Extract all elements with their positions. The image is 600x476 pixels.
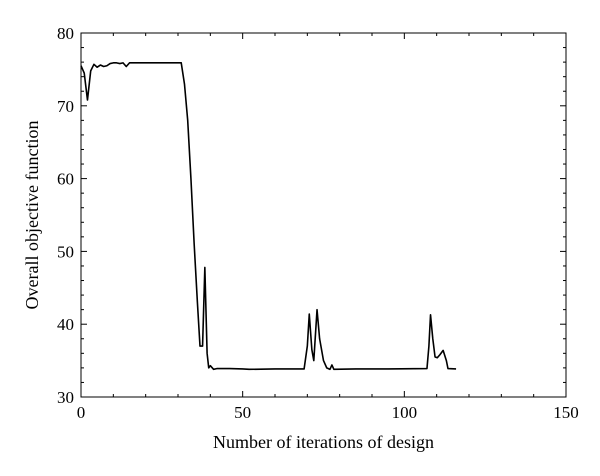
y-tick-label: 50 (57, 242, 74, 261)
x-axis-label: Number of iterations of design (213, 432, 434, 452)
y-tick-label: 80 (57, 24, 74, 43)
y-axis-label: Overall objective function (22, 121, 42, 310)
x-tick-label: 50 (234, 403, 251, 422)
plot-frame (80, 32, 567, 398)
y-tick-label: 70 (57, 97, 74, 116)
x-tick-labels: 0 50 100 150 (77, 403, 579, 422)
y-tick-labels: 30 40 50 60 70 80 (57, 24, 74, 407)
y-tick-label: 40 (57, 315, 74, 334)
x-tick-label: 100 (392, 403, 418, 422)
x-tick-label: 0 (77, 403, 86, 422)
series-line (80, 62, 457, 371)
tick-marks (80, 32, 567, 398)
x-tick-label: 150 (553, 403, 579, 422)
y-tick-label: 60 (57, 170, 74, 189)
y-tick-label: 30 (57, 388, 74, 407)
